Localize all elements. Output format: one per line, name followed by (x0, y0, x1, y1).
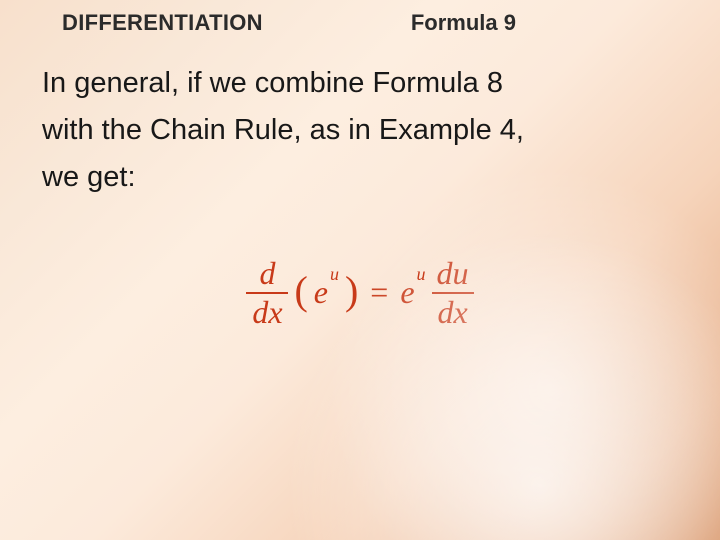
rhs-frac-denominator: dx (433, 296, 471, 329)
lhs-e-exponent: u (330, 264, 339, 285)
lhs-e-to-u: e u (314, 274, 339, 311)
equals-sign: = (370, 274, 388, 311)
slide-header: DIFFERENTIATION Formula 9 (0, 0, 720, 42)
lhs-derivative-fraction: d dx (246, 257, 288, 328)
rhs-du-dx-fraction: du dx (432, 257, 474, 328)
body-line-2: with the Chain Rule, as in Example 4, (42, 107, 678, 154)
body-line-3: we get: (42, 154, 678, 201)
body-line-1: In general, if we combine Formula 8 (42, 60, 678, 107)
left-paren: ( (294, 267, 307, 314)
section-title: DIFFERENTIATION (62, 10, 263, 36)
background-clock-decoration (320, 160, 720, 540)
equation-container: d dx ( e u ) = e u du dx (0, 257, 720, 328)
lhs-frac-numerator: d (255, 257, 279, 290)
rhs-frac-numerator: du (433, 257, 473, 290)
chain-rule-equation: d dx ( e u ) = e u du dx (246, 257, 473, 328)
rhs-e-exponent: u (417, 264, 426, 285)
lhs-frac-denominator: dx (248, 296, 286, 329)
body-text: In general, if we combine Formula 8 with… (0, 42, 720, 201)
rhs-e-to-u: e u (400, 274, 425, 311)
lhs-e-base: e (314, 274, 328, 311)
right-paren: ) (345, 267, 358, 314)
rhs-e-base: e (400, 274, 414, 311)
formula-label: Formula 9 (411, 10, 516, 36)
